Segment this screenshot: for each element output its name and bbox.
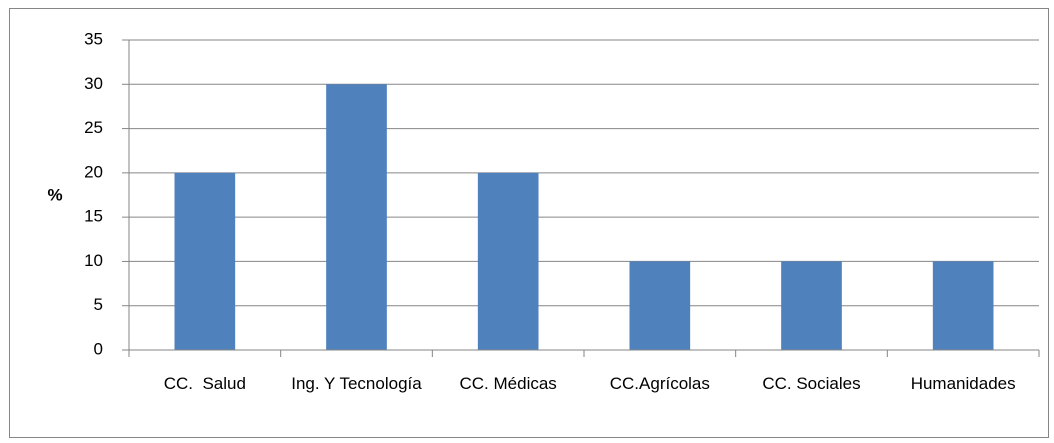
y-tick-label: 35 — [84, 29, 103, 48]
y-axis-label: % — [47, 185, 62, 204]
bar — [174, 172, 236, 350]
y-tick-label: 10 — [84, 251, 103, 270]
x-tick-label: CC. Médicas — [459, 374, 557, 393]
bar — [629, 261, 691, 350]
x-tick-label: Ing. Y Tecnología — [291, 374, 422, 393]
bar — [781, 261, 842, 350]
x-tick-label: CC.Agrícolas — [609, 374, 710, 393]
x-tick-label: CC. Salud — [163, 374, 246, 393]
x-tick-label: CC. Sociales — [762, 374, 861, 393]
y-tick-label: 30 — [84, 74, 103, 93]
y-tick-label: 15 — [84, 207, 103, 226]
bar — [477, 172, 539, 350]
y-tick-label: 20 — [84, 162, 103, 181]
bar — [326, 84, 387, 351]
y-tick-label: 25 — [84, 118, 103, 137]
y-tick-label: 5 — [94, 295, 103, 314]
x-tick-label: Humanidades — [910, 374, 1016, 393]
bar — [932, 261, 994, 350]
y-tick-label: 0 — [94, 339, 103, 358]
